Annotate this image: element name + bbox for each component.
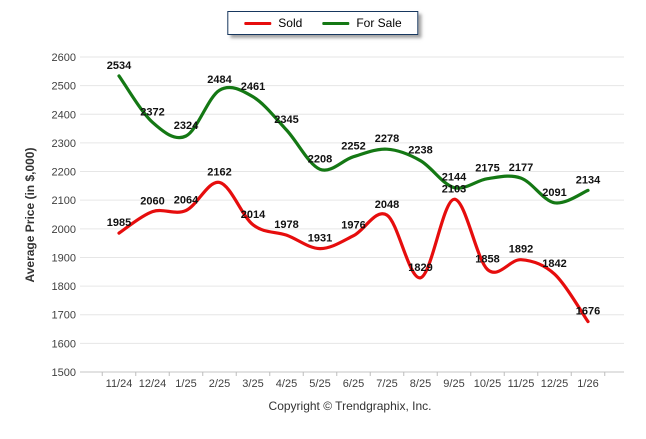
copyright-text: Copyright © Trendgraphix, Inc. xyxy=(268,399,432,413)
data-label: 2534 xyxy=(107,60,132,72)
data-label: 2461 xyxy=(241,81,265,93)
for-sale-line-swatch xyxy=(322,21,350,25)
data-label: 1829 xyxy=(408,262,432,274)
data-label: 2208 xyxy=(308,153,332,165)
data-label: 2175 xyxy=(475,163,499,175)
legend-label-for-sale: For Sale xyxy=(356,16,402,30)
legend-item-sold: Sold xyxy=(244,17,302,29)
x-tick-label: 11/25 xyxy=(508,378,535,390)
y-tick-label: 2200 xyxy=(52,167,76,179)
sold-line-swatch xyxy=(244,21,272,25)
data-label: 2345 xyxy=(274,114,298,126)
data-label: 2238 xyxy=(408,145,432,157)
y-tick-label: 1800 xyxy=(52,281,76,293)
data-label: 2162 xyxy=(207,166,231,178)
y-tick-label: 2100 xyxy=(52,195,76,207)
legend-label-sold: Sold xyxy=(278,16,303,30)
data-label: 2103 xyxy=(442,183,466,195)
y-axis-title: Average Price (in $,000) xyxy=(23,147,37,283)
data-label: 2014 xyxy=(241,209,266,221)
y-tick-label: 2500 xyxy=(52,81,76,93)
data-label: 2048 xyxy=(375,199,399,211)
data-label: 2091 xyxy=(542,187,566,199)
x-tick-label: 9/25 xyxy=(443,378,464,390)
x-tick-label: 2/25 xyxy=(209,378,230,390)
y-tick-label: 2600 xyxy=(52,52,76,64)
x-tick-label: 5/25 xyxy=(309,378,330,390)
data-label: 1858 xyxy=(475,253,499,265)
x-tick-label: 1/26 xyxy=(577,378,598,390)
x-tick-label: 3/25 xyxy=(242,378,263,390)
y-tick-label: 1500 xyxy=(52,367,76,379)
x-tick-label: 11/24 xyxy=(106,378,133,390)
x-tick-label: 6/25 xyxy=(343,378,364,390)
data-label: 2372 xyxy=(140,106,164,118)
for-sale-line xyxy=(117,74,590,205)
y-tick-label: 2000 xyxy=(52,224,76,236)
data-label: 2324 xyxy=(174,120,199,132)
data-label: 2484 xyxy=(207,74,232,86)
data-label: 1985 xyxy=(107,217,131,229)
y-tick-label: 2300 xyxy=(52,138,76,150)
x-tick-label: 12/25 xyxy=(541,378,569,390)
legend-item-for-sale: For Sale xyxy=(322,16,402,30)
x-tick-label: 10/25 xyxy=(474,378,502,390)
x-tick-label: 8/25 xyxy=(410,378,431,390)
x-tick-label: 7/25 xyxy=(376,378,397,390)
legend: Sold For Sale xyxy=(227,11,419,35)
data-label: 2060 xyxy=(140,196,164,208)
data-label: 2177 xyxy=(509,162,533,174)
x-tick-label: 12/24 xyxy=(139,378,167,390)
y-tick-label: 1900 xyxy=(52,252,76,264)
data-label: 2064 xyxy=(174,194,199,206)
data-label: 2134 xyxy=(576,174,601,186)
x-tick-label: 4/25 xyxy=(276,378,297,390)
data-label: 2144 xyxy=(442,172,467,184)
data-label: 2252 xyxy=(341,141,365,153)
sold-line xyxy=(117,180,590,324)
x-tick-label: 1/25 xyxy=(175,378,196,390)
data-label: 1676 xyxy=(576,306,600,318)
data-label: 1931 xyxy=(308,233,332,245)
data-label: 2278 xyxy=(375,133,399,145)
y-tick-label: 1700 xyxy=(52,310,76,322)
data-label: 1892 xyxy=(509,244,533,256)
y-tick-label: 2400 xyxy=(52,109,76,121)
y-tick-label: 1600 xyxy=(52,338,76,350)
data-label: 1978 xyxy=(274,219,298,231)
data-label: 1976 xyxy=(341,220,365,232)
data-label: 1842 xyxy=(542,258,566,270)
